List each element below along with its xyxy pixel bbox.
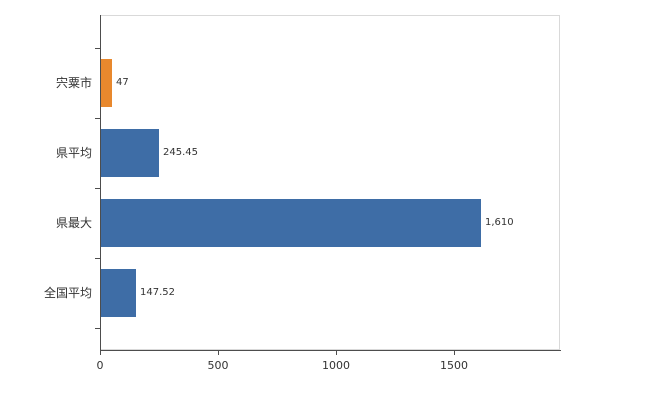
y-axis-tick-4 bbox=[95, 328, 100, 329]
y-axis-tick-3 bbox=[95, 258, 100, 259]
bar-4 bbox=[101, 269, 136, 317]
value-label-4: 147.52 bbox=[140, 287, 175, 298]
value-label-2: 245.45 bbox=[163, 147, 198, 158]
x-tick-label-1000: 1000 bbox=[322, 359, 350, 372]
y-axis-tick-2 bbox=[95, 188, 100, 189]
category-label-1: 宍粟市 bbox=[55, 76, 92, 90]
x-axis-tick-0 bbox=[100, 350, 101, 355]
y-axis-line bbox=[100, 15, 101, 350]
x-axis-tick-500 bbox=[218, 350, 219, 355]
bar-3 bbox=[101, 199, 481, 247]
x-axis-tick-1500 bbox=[454, 350, 455, 355]
category-label-4: 全国平均 bbox=[43, 286, 92, 300]
x-tick-label-500: 500 bbox=[207, 359, 229, 372]
y-axis-tick-0 bbox=[95, 48, 100, 49]
y-axis-tick-1 bbox=[95, 118, 100, 119]
plot-area bbox=[100, 15, 560, 350]
category-label-3: 県最大 bbox=[55, 216, 92, 230]
category-label-2: 県平均 bbox=[55, 146, 92, 160]
value-label-3: 1,610 bbox=[485, 217, 514, 228]
x-tick-label-1500: 1500 bbox=[440, 359, 468, 372]
x-tick-label-0: 0 bbox=[96, 359, 104, 372]
x-axis-line bbox=[100, 350, 561, 351]
bar-2 bbox=[101, 129, 159, 177]
bar-1 bbox=[101, 59, 112, 107]
x-axis-tick-1000 bbox=[336, 350, 337, 355]
value-label-1: 47 bbox=[116, 77, 129, 88]
